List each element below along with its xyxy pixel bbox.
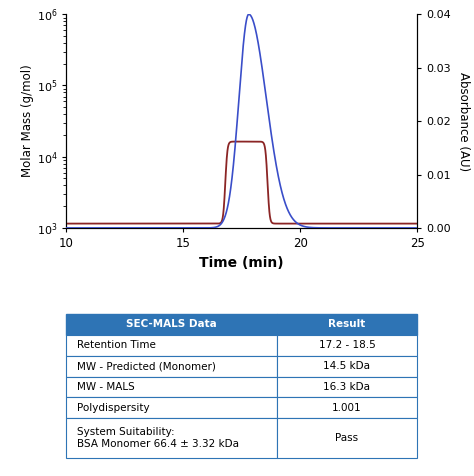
Y-axis label: Absorbance (AU): Absorbance (AU) bbox=[457, 71, 470, 171]
Y-axis label: Molar Mass (g/mol): Molar Mass (g/mol) bbox=[21, 65, 34, 178]
X-axis label: Time (min): Time (min) bbox=[200, 256, 284, 269]
